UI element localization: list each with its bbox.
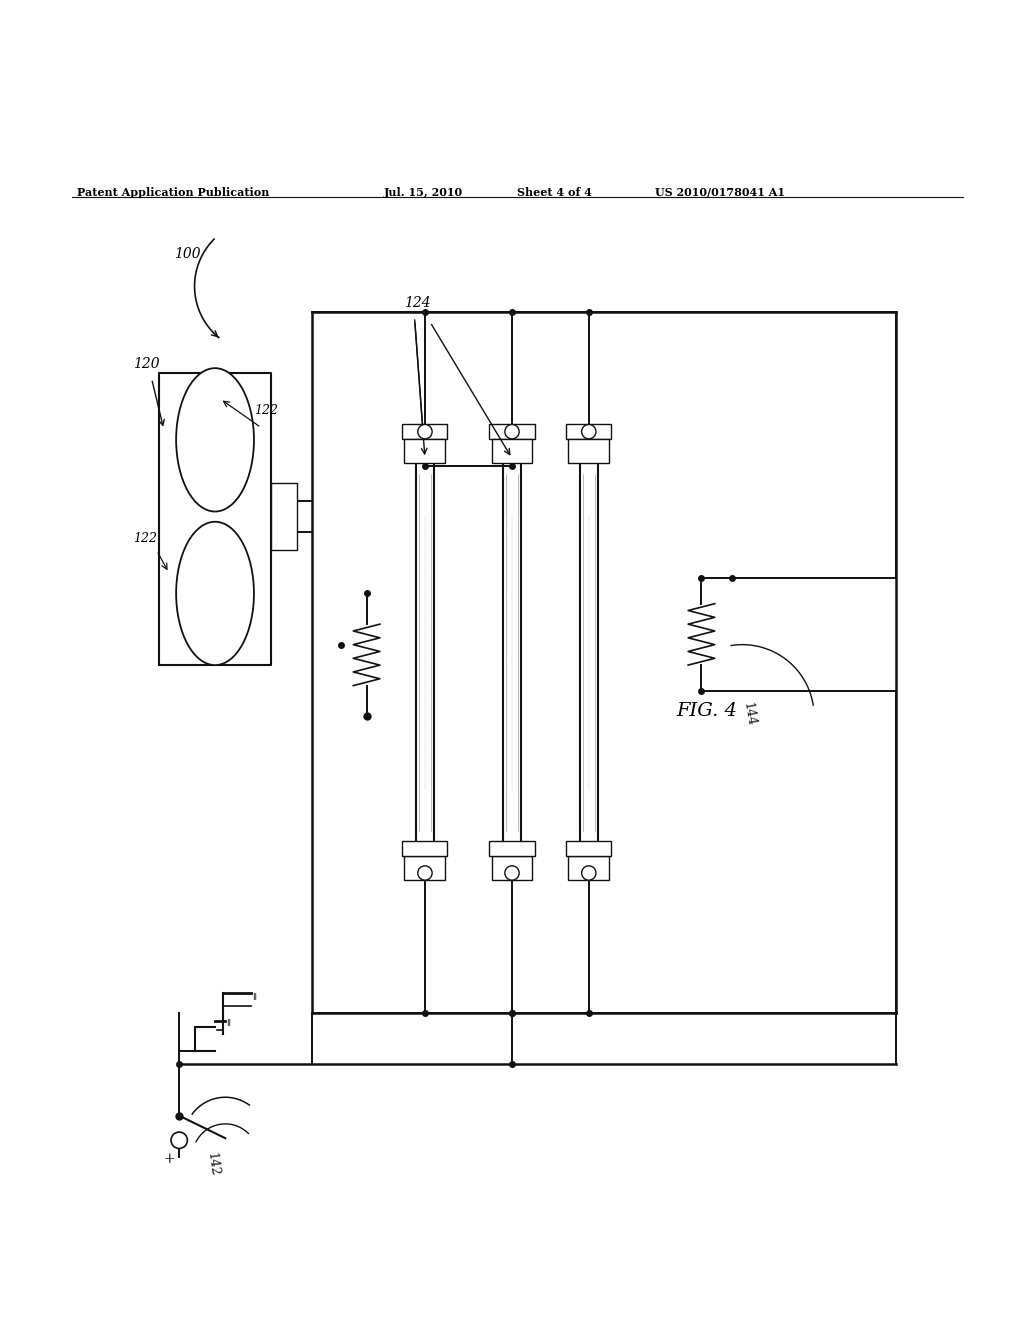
Bar (566, 841, 611, 855)
Bar (489, 425, 535, 438)
Circle shape (505, 866, 519, 880)
Text: FIG. 4: FIG. 4 (676, 702, 737, 721)
Text: Patent Application Publication: Patent Application Publication (77, 187, 269, 198)
Text: 120: 120 (133, 358, 160, 371)
Circle shape (171, 1133, 187, 1148)
Bar (402, 425, 447, 438)
Bar (404, 438, 445, 463)
Bar (568, 438, 609, 463)
Ellipse shape (176, 521, 254, 665)
Text: 122: 122 (254, 404, 278, 417)
Text: 124: 124 (404, 296, 431, 310)
Text: +: + (164, 1151, 175, 1166)
Bar (489, 841, 535, 855)
Text: II: II (226, 1019, 231, 1028)
Bar (492, 855, 532, 880)
Circle shape (582, 425, 596, 438)
Text: US 2010/0178041 A1: US 2010/0178041 A1 (655, 187, 785, 198)
Bar (566, 425, 611, 438)
Bar (404, 855, 445, 880)
Text: 144: 144 (740, 701, 758, 727)
Ellipse shape (176, 368, 254, 512)
Bar (402, 841, 447, 855)
Text: 142: 142 (205, 1151, 221, 1177)
Circle shape (505, 425, 519, 438)
Text: 100: 100 (174, 247, 201, 260)
Bar (568, 855, 609, 880)
Text: 122: 122 (133, 532, 157, 545)
Text: Jul. 15, 2010: Jul. 15, 2010 (384, 187, 463, 198)
Circle shape (582, 866, 596, 880)
Bar (271, 483, 297, 550)
Text: Sheet 4 of 4: Sheet 4 of 4 (517, 187, 592, 198)
Text: II: II (252, 994, 257, 1002)
Bar (492, 438, 532, 463)
Circle shape (418, 425, 432, 438)
Circle shape (418, 866, 432, 880)
